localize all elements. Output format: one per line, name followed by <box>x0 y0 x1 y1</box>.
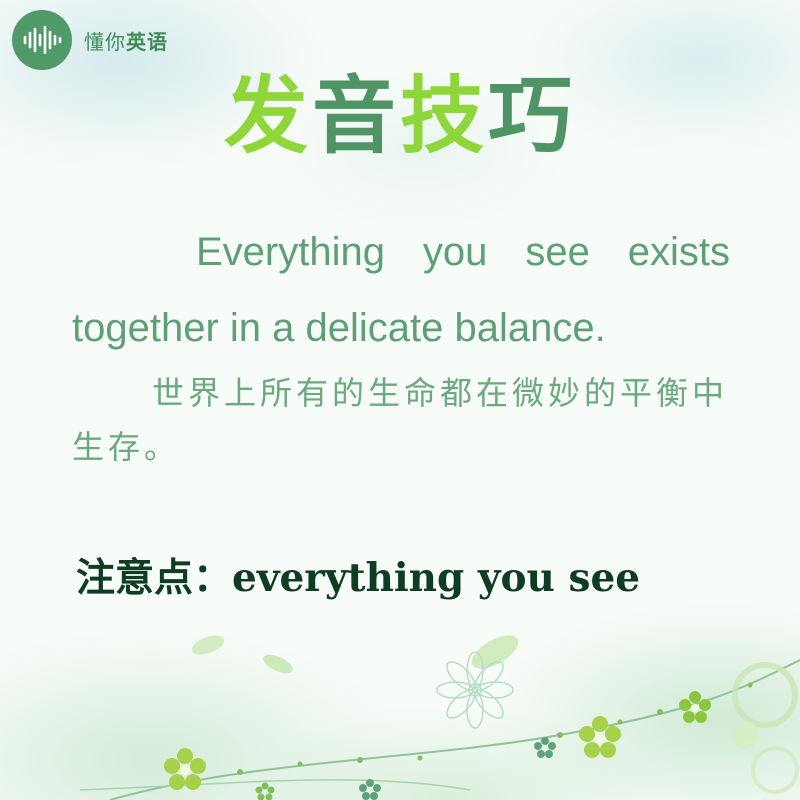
title-char: 音 <box>311 67 400 165</box>
logo-text-primary: 懂你 <box>84 29 126 54</box>
chinese-translation: 世界上所有的生命都在微妙的平衡中生存。 <box>72 374 729 466</box>
logo-wordmark: 懂你英语 <box>84 26 168 55</box>
title-char: 发 <box>223 67 312 165</box>
title-char: 技 <box>400 67 489 165</box>
soundwave-icon <box>12 10 72 70</box>
pronunciation-note: 注意点：everything you see <box>76 555 641 601</box>
english-sentence: Everything you see exists together in a … <box>72 230 730 350</box>
brand-logo: 懂你英语 <box>12 10 168 70</box>
page-title: 发音技巧 <box>0 66 800 166</box>
title-char: 巧 <box>488 67 577 165</box>
logo-text-secondary: 英语 <box>126 29 168 54</box>
